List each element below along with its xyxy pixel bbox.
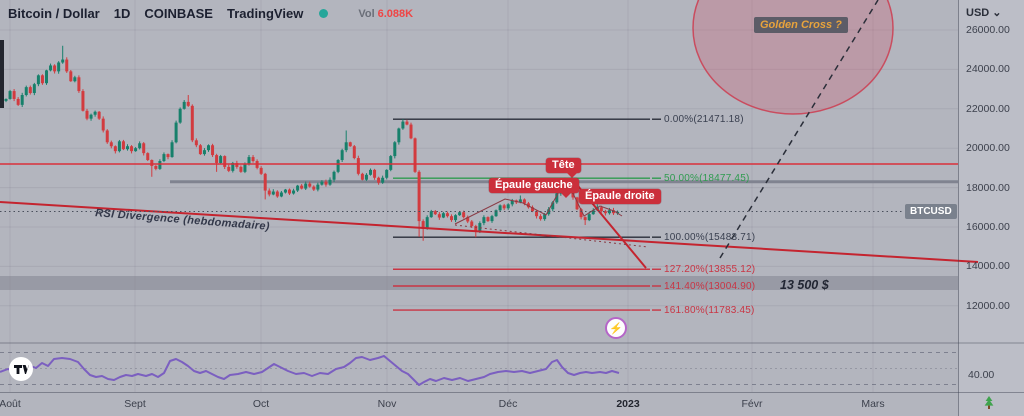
volume-indicator: Vol 6.088K: [358, 8, 413, 20]
exchange-name[interactable]: COINBASE: [144, 6, 213, 21]
currency-dropdown[interactable]: USD ⌄: [966, 7, 1002, 19]
volume-label: Vol: [358, 7, 375, 20]
time-axis-label: Sept: [124, 398, 146, 410]
time-axis-label: Mars: [861, 398, 885, 410]
volume-value: 6.088K: [377, 7, 414, 20]
price-axis-label: 16000.00: [966, 221, 1010, 233]
price-axis-label: 12000.00: [966, 299, 1010, 312]
fib-label: 127.20%(13855.12): [664, 263, 756, 275]
lightning-bolt-icon[interactable]: ⚡: [605, 317, 627, 339]
symbol-price-badge: BTCUSD: [905, 204, 957, 219]
time-axis-label: Nov: [377, 398, 397, 410]
price-axis-label: 18000.00: [966, 181, 1010, 194]
chart-header: Bitcoin / Dollar 1D COINBASE TradingView…: [8, 6, 413, 21]
interval-selector[interactable]: 1D: [113, 6, 131, 21]
fib-label: 0.00%(21471.18): [664, 113, 744, 125]
time-axis-label: Févr: [741, 398, 763, 410]
fib-label: 100.00%(15483.71): [664, 231, 756, 243]
fib-label: 161.80%(11783.45): [664, 304, 755, 316]
price-axis-label: 24000.00: [966, 63, 1010, 76]
time-axis-label: Oct: [252, 398, 270, 410]
price-axis-label: 22000.00: [966, 102, 1010, 115]
tradingview-logo-icon[interactable]: [9, 357, 33, 381]
tv-monogram: [14, 365, 29, 374]
head-label-badge[interactable]: Tête: [546, 158, 581, 178]
price-axis-label: 26000.00: [966, 24, 1010, 36]
symbol-title[interactable]: Bitcoin / Dollar: [8, 6, 100, 21]
price-axis-label: 14000.00: [966, 260, 1010, 273]
left-shoulder-label-badge[interactable]: Épaule gauche: [489, 178, 579, 198]
market-status-icon: [319, 9, 329, 18]
platform-name[interactable]: TradingView: [226, 6, 304, 21]
price-target-note[interactable]: 13 500 $: [780, 278, 829, 292]
christmas-tree-icon: [982, 396, 996, 410]
fib-label: 50.00%(18477.45): [664, 172, 750, 184]
price-axis-panel[interactable]: [959, 0, 1024, 416]
time-axis-label: Août: [0, 398, 21, 410]
time-axis-label: 2023: [616, 398, 640, 410]
time-axis-label: Déc: [498, 398, 518, 410]
fib-label: 141.40%(13004.90): [664, 280, 756, 292]
right-shoulder-label-badge[interactable]: Épaule droite: [579, 189, 661, 204]
price-axis-label: 20000.00: [966, 142, 1010, 155]
golden-cross-label[interactable]: Golden Cross ?: [754, 17, 848, 33]
rsi-axis-value: 40.00: [968, 369, 995, 381]
